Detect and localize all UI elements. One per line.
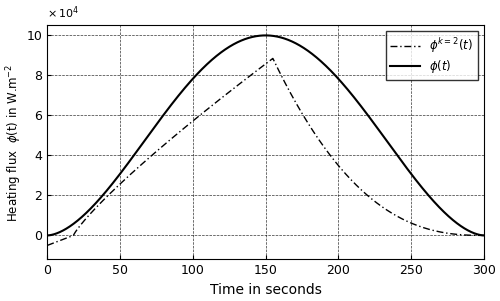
X-axis label: Time in seconds: Time in seconds bbox=[210, 283, 322, 297]
Text: $\times\,10^4$: $\times\,10^4$ bbox=[48, 4, 79, 21]
Legend: $\phi^{k=2}(t)$, $\phi(t)$: $\phi^{k=2}(t)$, $\phi(t)$ bbox=[386, 31, 478, 80]
Y-axis label: Heating flux  $\phi$(t) in W.m$^{-2}$: Heating flux $\phi$(t) in W.m$^{-2}$ bbox=[4, 63, 24, 222]
